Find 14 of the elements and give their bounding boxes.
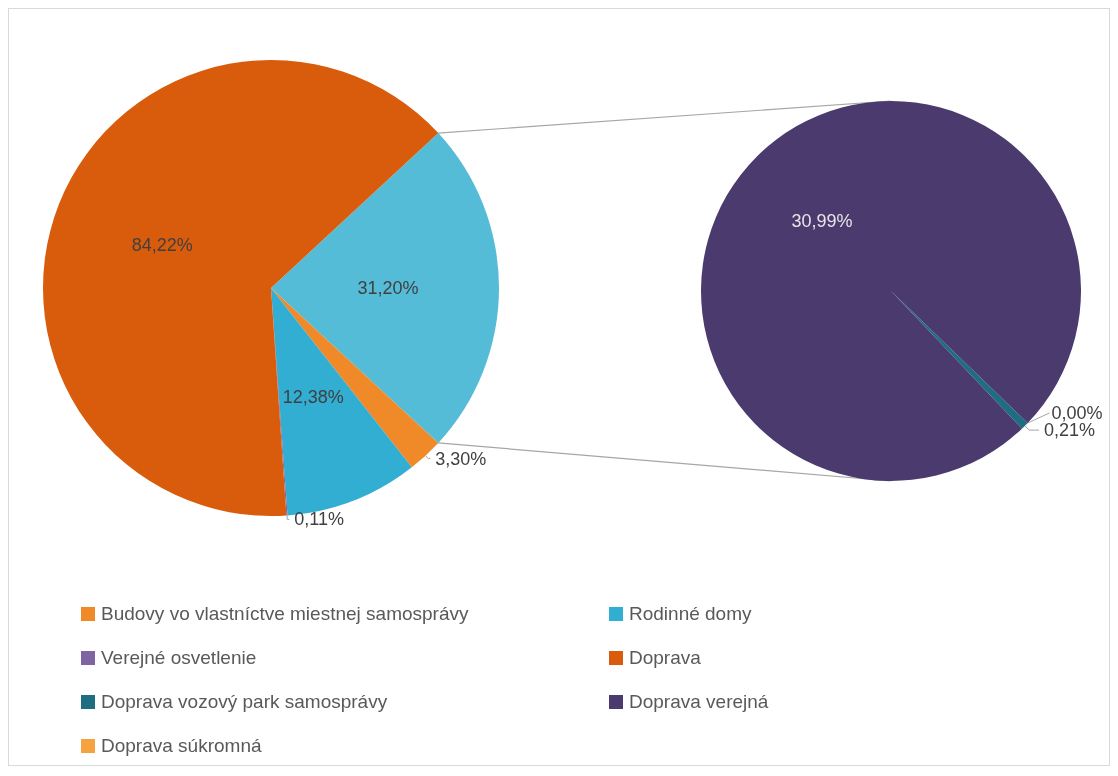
legend-label: Doprava súkromná	[101, 735, 262, 757]
data-label: 31,20%	[357, 278, 419, 298]
legend-label: Doprava vozový park samosprávy	[101, 691, 388, 713]
legend-label: Verejné osvetlenie	[101, 647, 257, 669]
legend-label: Doprava verejná	[629, 691, 769, 713]
data-label: 12,38%	[282, 387, 344, 408]
legend-label: Budovy vo vlastníctve miestnej samosprávy	[101, 603, 469, 625]
data-label: 0,11%	[294, 509, 344, 530]
data-label: 84,22%	[131, 234, 193, 255]
data-label: 3,30%	[435, 448, 487, 469]
text: 0,00%	[1051, 402, 1103, 423]
legend-label: Doprava	[629, 647, 701, 669]
data-label: 30,99%	[791, 211, 853, 232]
legend-label: Rodinné domy	[629, 603, 752, 625]
